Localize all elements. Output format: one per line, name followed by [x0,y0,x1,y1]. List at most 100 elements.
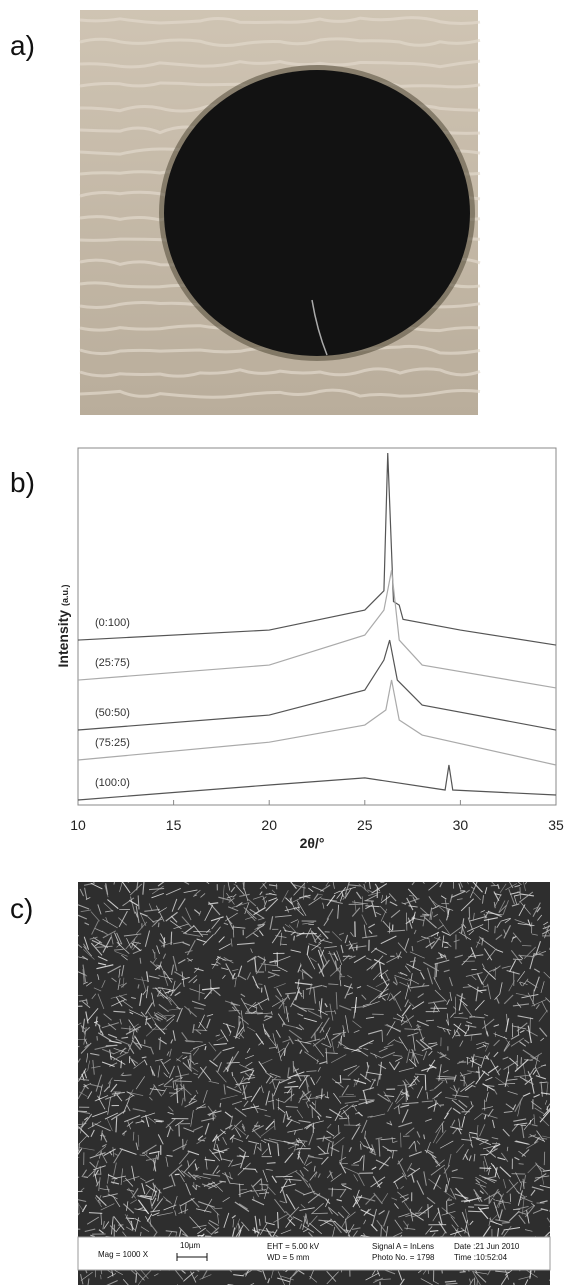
fiber [450,1229,465,1236]
fiber [243,1100,249,1107]
fiber [113,1051,130,1061]
fiber [94,941,101,947]
fiber [540,1037,545,1042]
fiber [78,1212,80,1216]
fiber [281,890,289,903]
fiber [266,1162,276,1164]
fiber [454,954,463,959]
fiber [353,1030,360,1033]
fiber [393,1175,404,1184]
fiber [493,1051,499,1058]
fiber [284,1178,302,1181]
fiber [353,1160,361,1165]
fiber [458,1128,462,1135]
fiber [82,1001,91,1009]
fiber [516,1002,522,1008]
fiber [78,1078,90,1081]
fiber [404,965,411,973]
fiber [501,1229,506,1235]
fiber [223,1147,230,1151]
fiber [383,1091,392,1103]
fiber [175,1073,190,1078]
fiber [543,924,550,939]
fiber [297,988,303,998]
fiber [126,1104,131,1112]
fiber [265,1090,270,1106]
fiber [432,900,445,912]
fiber [253,1196,255,1201]
fiber [503,925,512,939]
fiber [437,924,444,930]
fiber [381,1193,389,1204]
fiber [240,1068,254,1074]
fiber [371,883,388,894]
fiber [145,1025,159,1037]
fiber [409,960,416,963]
fiber [358,1099,375,1106]
fiber [502,1128,510,1137]
fiber [84,1044,89,1048]
fiber [172,955,178,972]
fiber [80,1271,93,1281]
fiber [354,1189,360,1202]
fiber [89,1152,106,1159]
fiber [411,1214,420,1218]
fiber [513,1118,527,1122]
fiber [187,1160,190,1168]
fiber [237,965,243,978]
fiber [159,961,162,969]
fiber [535,1004,540,1010]
fiber [354,1112,361,1115]
fiber [238,1015,249,1025]
fiber [523,1205,535,1213]
fiber [145,985,149,999]
fiber [446,1029,451,1035]
fiber [169,1048,172,1057]
fiber [247,898,257,907]
texture [79,367,481,378]
fiber [131,1039,141,1050]
fiber [318,938,325,944]
fiber [97,993,105,1010]
fiber [195,1184,201,1188]
fiber [273,1119,276,1130]
fiber [163,970,173,983]
fiber [519,1029,525,1034]
fiber [314,1192,328,1201]
fiber [183,1159,196,1174]
fiber [483,917,498,921]
fiber [535,940,541,956]
fiber [348,1224,355,1234]
fiber [309,1171,318,1181]
fiber [495,1193,504,1209]
fiber [285,897,293,905]
fiber [453,1074,457,1082]
x-tick-label: 25 [357,817,373,833]
fiber [204,1158,216,1162]
fiber [196,1137,207,1145]
fiber [243,882,245,890]
fiber [530,1189,536,1196]
fiber [504,918,512,924]
fiber [444,1184,448,1193]
fiber [82,1083,92,1088]
fiber [169,1077,174,1081]
fiber [84,922,90,926]
fiber [128,1187,136,1199]
fiber [374,947,388,956]
xrd-curve [77,569,557,689]
fiber [193,909,201,915]
fiber [326,1142,330,1153]
fiber [142,989,147,996]
fiber [158,1083,164,1087]
fiber [158,1004,169,1013]
fiber [273,983,286,989]
fiber [437,1077,456,1080]
fiber [437,1207,443,1225]
fiber [421,1043,438,1052]
fiber [105,1044,118,1047]
fiber [373,1277,384,1283]
fiber [193,1274,199,1279]
fiber [245,1061,253,1067]
